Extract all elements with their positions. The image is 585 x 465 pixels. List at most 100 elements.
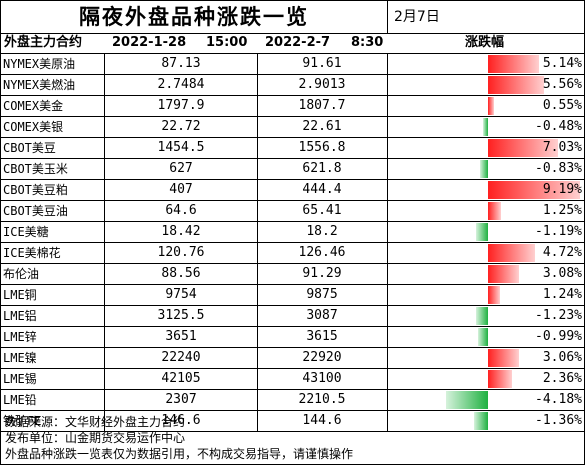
contract-name: ICE美棉花: [1, 243, 105, 263]
contract-name: LME铜: [1, 285, 105, 305]
contract-name: CBOT美豆粕: [1, 180, 105, 200]
price-after: 91.61: [257, 54, 388, 74]
contract-name: NYMEX美燃油: [1, 75, 105, 95]
price-after: 9875: [257, 285, 388, 305]
change-cell: -1.19%: [387, 222, 584, 242]
price-after: 2.9013: [257, 75, 388, 95]
price-before: 1797.9: [105, 96, 258, 116]
change-cell: 4.72%: [387, 243, 584, 263]
contract-name: COMEX美银: [1, 117, 105, 137]
change-percent: -1.23%: [535, 308, 582, 323]
table-row: 布伦油 88.56 91.29 3.08%: [1, 264, 584, 285]
change-percent: -1.19%: [535, 224, 582, 239]
table-row: LME镍 22240 22920 3.06%: [1, 348, 584, 369]
change-percent: 9.19%: [542, 182, 582, 197]
change-percent: -0.99%: [535, 329, 582, 344]
report-date: 2月7日: [394, 9, 440, 25]
table-body: NYMEX美原油 87.13 91.61 5.14% NYMEX美燃油 2.7484 2.9…: [1, 54, 584, 432]
change-bar-up: [488, 265, 519, 283]
price-after: 91.29: [257, 264, 388, 284]
change-bar-up: [488, 286, 501, 304]
contract-name: 铁矿FE: [1, 411, 105, 431]
change-cell: -1.23%: [387, 306, 584, 326]
change-percent: -0.48%: [535, 119, 582, 134]
header-time1: 15:00: [206, 35, 248, 50]
contract-name: 布伦油: [1, 264, 105, 284]
price-before: 18.42: [105, 222, 258, 242]
table-row: CBOT美豆 1454.5 1556.8 7.03%: [1, 138, 584, 159]
table-row: CBOT美玉米 627 621.8 -0.83%: [1, 159, 584, 180]
change-cell: 5.56%: [387, 75, 584, 95]
price-before: 2307: [105, 390, 258, 410]
price-after: 43100: [257, 369, 388, 389]
change-cell: 9.19%: [387, 180, 584, 200]
change-bar-up: [488, 55, 540, 73]
table-row: ICE美糖 18.42 18.2 -1.19%: [1, 222, 584, 243]
change-bar-up: [488, 97, 494, 115]
table-row: LME锌 3651 3615 -0.99%: [1, 327, 584, 348]
price-after: 126.46: [257, 243, 388, 263]
price-after: 444.4: [257, 180, 388, 200]
price-before: 407: [105, 180, 258, 200]
contract-name: LME锌: [1, 327, 105, 347]
table-row: NYMEX美燃油 2.7484 2.9013 5.56%: [1, 75, 584, 96]
change-percent: -0.83%: [535, 161, 582, 176]
price-before: 87.13: [105, 54, 258, 74]
change-cell: 5.14%: [387, 54, 584, 74]
contract-name: LME铅: [1, 390, 105, 410]
change-bar-up: [488, 139, 559, 157]
change-cell: -4.18%: [387, 390, 584, 410]
header-change: 涨跌幅: [465, 35, 505, 50]
header-date1: 2022-1-28: [112, 35, 187, 50]
price-after: 65.41: [257, 201, 388, 221]
price-after: 3087: [257, 306, 388, 326]
change-cell: -1.36%: [387, 411, 584, 431]
change-bar-down: [479, 160, 488, 178]
change-percent: 7.03%: [542, 140, 582, 155]
change-bar-up: [488, 202, 501, 220]
change-percent: 5.14%: [542, 56, 582, 71]
table-row: CBOT美豆粕 407 444.4 9.19%: [1, 180, 584, 201]
contract-name: LME铝: [1, 306, 105, 326]
change-cell: 0.55%: [387, 96, 584, 116]
price-after: 2210.5: [257, 390, 388, 410]
change-percent: -4.18%: [535, 392, 582, 407]
header-time2: 8:30: [351, 35, 384, 50]
price-after: 22.61: [257, 117, 388, 137]
table-row: NYMEX美原油 87.13 91.61 5.14%: [1, 54, 584, 75]
table-header: 外盘主力合约 2022-1-28 15:00 2022-2-7 8:30 涨跌幅: [1, 33, 584, 54]
change-bar-down: [474, 412, 488, 430]
contract-name: CBOT美豆: [1, 138, 105, 158]
table-row: LME铜 9754 9875 1.24%: [1, 285, 584, 306]
change-bar-up: [488, 244, 536, 262]
table-row: COMEX美金 1797.9 1807.7 0.55%: [1, 96, 584, 117]
change-cell: 7.03%: [387, 138, 584, 158]
footer-source: 数据来源：文华财经外盘主力合约: [5, 415, 186, 429]
price-before: 64.6: [105, 201, 258, 221]
header-contract: 外盘主力合约: [4, 35, 83, 50]
price-before: 42105: [105, 369, 258, 389]
price-before: 88.56: [105, 264, 258, 284]
change-bar-up: [488, 76, 544, 94]
price-after: 22920: [257, 348, 388, 368]
change-cell: -0.83%: [387, 159, 584, 179]
change-percent: 1.24%: [542, 287, 582, 302]
header-date2: 2022-2-7: [265, 35, 331, 50]
contract-name: ICE美糖: [1, 222, 105, 242]
change-percent: 3.06%: [542, 350, 582, 365]
change-cell: -0.48%: [387, 117, 584, 137]
change-percent: 1.25%: [542, 203, 582, 218]
change-bar-up: [488, 349, 519, 367]
contract-name: LME镍: [1, 348, 105, 368]
contract-name: NYMEX美原油: [1, 54, 105, 74]
price-after: 621.8: [257, 159, 388, 179]
change-percent: 3.08%: [542, 266, 582, 281]
footer-publisher: 发布单位：山金期货交易运作中心: [5, 431, 186, 445]
change-cell: 3.08%: [387, 264, 584, 284]
table-row: COMEX美银 22.72 22.61 -0.48%: [1, 117, 584, 138]
contract-name: CBOT美豆油: [1, 201, 105, 221]
change-cell: 1.24%: [387, 285, 584, 305]
price-after: 18.2: [257, 222, 388, 242]
price-before: 146.6: [105, 411, 258, 431]
